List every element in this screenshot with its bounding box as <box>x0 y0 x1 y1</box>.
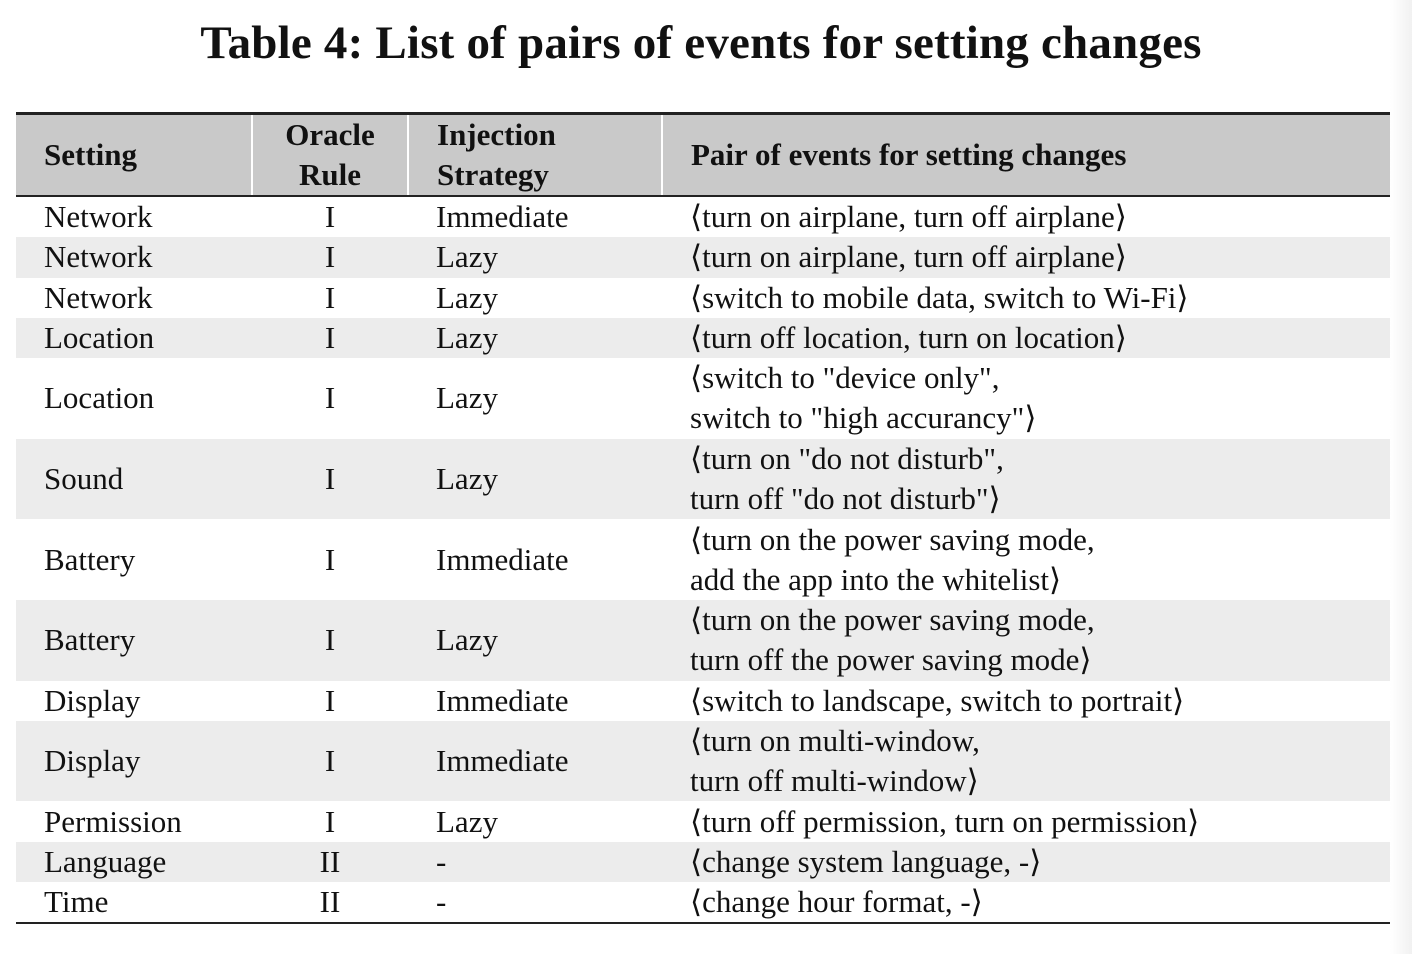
cell-injection-strategy: Lazy <box>436 622 498 658</box>
cell-setting: Network <box>44 239 153 275</box>
header-oracle-rule-line-2: Rule <box>299 157 361 192</box>
cell-setting: Permission <box>44 803 182 839</box>
table-row: Display I Immediate ⟨turn on multi-windo… <box>16 720 1390 802</box>
table-row: Battery I Lazy ⟨turn on the power saving… <box>16 599 1390 681</box>
cell-injection-strategy: Immediate <box>436 682 569 718</box>
cell-event-pair: ⟨switch to landscape, switch to portrait… <box>662 681 1390 721</box>
event-pair-line: ⟨turn on the power saving mode, <box>690 602 1095 638</box>
cell-setting: Location <box>44 380 155 416</box>
cell-injection-strategy: Lazy <box>436 803 498 839</box>
header-oracle-rule: Oracle Rule <box>251 112 408 197</box>
table-row: Permission I Lazy ⟨turn off permission, … <box>16 801 1390 841</box>
cell-event-pair: ⟨turn off permission, turn on permission… <box>662 801 1390 841</box>
event-pair-line: ⟨change hour format, -⟩ <box>690 884 983 920</box>
table-row: Time II - ⟨change hour format, -⟩ <box>16 882 1390 925</box>
header-injection-strategy: Injection Strategy <box>407 112 662 197</box>
table-row: Language II - ⟨change system language, -… <box>16 841 1390 883</box>
cell-event-pair: ⟨turn on "do not disturb", turn off "do … <box>662 439 1390 520</box>
event-pair-line: ⟨switch to landscape, switch to portrait… <box>690 682 1185 718</box>
header-injection-strategy-line-2: Strategy <box>437 157 549 192</box>
event-pair-line: add the app into the whitelist⟩ <box>690 561 1062 597</box>
table-header-row: Setting Oracle Rule Injection Strategy P… <box>16 112 1390 197</box>
event-pair-line: ⟨switch to "device only", <box>690 360 1000 396</box>
cell-injection-strategy: Immediate <box>436 541 569 577</box>
event-pair-line: switch to "high accurancy"⟩ <box>690 400 1037 436</box>
cell-setting: Sound <box>44 461 124 497</box>
cell-setting: Network <box>44 279 153 315</box>
table-row: Sound I Lazy ⟨turn on "do not disturb", … <box>16 438 1390 520</box>
table-row: Display I Immediate ⟨switch to landscape… <box>16 681 1390 721</box>
cell-setting: Battery <box>44 622 136 658</box>
header-pair-of-events: Pair of events for setting changes <box>661 112 1390 197</box>
cell-event-pair: ⟨turn on the power saving mode, turn off… <box>662 600 1390 681</box>
cell-injection-strategy: Immediate <box>436 199 569 235</box>
cell-setting: Location <box>44 320 155 356</box>
event-pair-line: ⟨change system language, -⟩ <box>690 843 1042 879</box>
event-pair-line: turn off the power saving mode⟩ <box>690 642 1092 678</box>
cell-event-pair: ⟨switch to "device only", switch to "hig… <box>662 358 1390 439</box>
cell-injection-strategy: Lazy <box>436 380 498 416</box>
settings-events-table: Setting Oracle Rule Injection Strategy P… <box>16 112 1390 925</box>
cell-setting: Display <box>44 743 141 779</box>
table-row: Location I Lazy ⟨switch to "device only"… <box>16 358 1390 439</box>
cell-oracle-rule: I <box>324 682 336 718</box>
cell-event-pair: ⟨change hour format, -⟩ <box>662 882 1390 925</box>
header-injection-strategy-line-1: Injection <box>437 117 556 152</box>
cell-oracle-rule: I <box>324 803 336 839</box>
cell-oracle-rule: I <box>324 380 336 416</box>
cell-event-pair: ⟨change system language, -⟩ <box>662 842 1390 882</box>
cell-setting: Language <box>44 843 167 879</box>
cell-setting: Display <box>44 682 141 718</box>
cell-injection-strategy: Lazy <box>436 279 498 315</box>
cell-setting: Time <box>16 882 252 925</box>
cell-injection-strategy: Lazy <box>436 461 498 497</box>
cell-injection-strategy: - <box>436 843 447 879</box>
cell-event-pair: ⟨turn on multi-window, turn off multi-wi… <box>662 721 1390 802</box>
event-pair-line: ⟨turn on airplane, turn off airplane⟩ <box>690 239 1127 275</box>
page-edge-shadow <box>1390 0 1412 954</box>
cell-injection-strategy: Lazy <box>436 320 498 356</box>
cell-injection-strategy: Lazy <box>436 239 498 275</box>
cell-oracle-rule: I <box>324 279 336 315</box>
cell-event-pair: ⟨turn on airplane, turn off airplane⟩ <box>662 196 1390 237</box>
table-caption: Table 4: List of pairs of events for set… <box>200 17 1202 69</box>
event-pair-line: turn off multi-window⟩ <box>690 763 979 799</box>
cell-oracle-rule: I <box>324 622 336 658</box>
event-pair-line: ⟨turn on "do not disturb", <box>690 441 1004 477</box>
table-row: Network I Lazy ⟨switch to mobile data, s… <box>16 278 1390 318</box>
table-row: Location I Lazy ⟨turn off location, turn… <box>16 317 1390 359</box>
header-setting: Setting <box>16 112 252 197</box>
cell-oracle-rule: I <box>324 199 336 235</box>
cell-event-pair: ⟨turn on airplane, turn off airplane⟩ <box>662 237 1390 277</box>
table-row: Battery I Immediate ⟨turn on the power s… <box>16 519 1390 600</box>
cell-event-pair: ⟨turn off location, turn on location⟩ <box>662 318 1390 358</box>
cell-injection-strategy: - <box>408 882 662 925</box>
cell-oracle-rule: I <box>324 461 336 497</box>
cell-oracle-rule: II <box>252 882 408 925</box>
cell-setting: Battery <box>44 541 136 577</box>
cell-oracle-rule: I <box>324 239 336 275</box>
header-oracle-rule-line-1: Oracle <box>285 117 375 152</box>
cell-injection-strategy: Immediate <box>436 743 569 779</box>
cell-oracle-rule: I <box>324 541 336 577</box>
event-pair-line: ⟨turn off permission, turn on permission… <box>690 803 1200 839</box>
cell-event-pair: ⟨switch to mobile data, switch to Wi-Fi⟩ <box>662 278 1390 318</box>
event-pair-line: ⟨turn on the power saving mode, <box>690 521 1095 557</box>
event-pair-line: turn off "do not disturb"⟩ <box>690 481 1001 517</box>
event-pair-line: ⟨turn on airplane, turn off airplane⟩ <box>690 199 1127 235</box>
table-row: Network I Lazy ⟨turn on airplane, turn o… <box>16 237 1390 278</box>
cell-oracle-rule: I <box>324 320 336 356</box>
table-row: Network I Immediate ⟨turn on airplane, t… <box>16 196 1390 237</box>
event-pair-line: ⟨turn on multi-window, <box>690 723 980 759</box>
cell-event-pair: ⟨turn on the power saving mode, add the … <box>662 519 1390 600</box>
cell-oracle-rule: I <box>324 743 336 779</box>
cell-setting: Network <box>44 199 153 235</box>
cell-oracle-rule: II <box>319 843 341 879</box>
table-container: Setting Oracle Rule Injection Strategy P… <box>16 112 1390 925</box>
event-pair-line: ⟨turn off location, turn on location⟩ <box>690 320 1127 356</box>
event-pair-line: ⟨switch to mobile data, switch to Wi-Fi⟩ <box>690 279 1189 315</box>
